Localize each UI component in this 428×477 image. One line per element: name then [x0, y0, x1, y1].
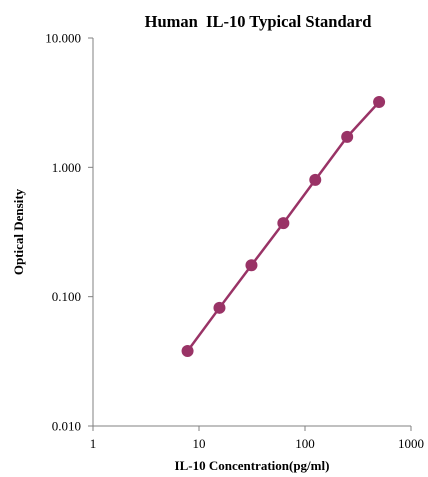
y-tick-label: 0.010 [52, 419, 81, 434]
data-point [213, 301, 226, 314]
y-ticks: 0.010 0.100 1.000 10.000 [45, 31, 93, 434]
series [181, 96, 386, 358]
data-point [309, 173, 322, 186]
x-tick-label: 1 [90, 436, 97, 451]
axes [92, 38, 411, 427]
x-axis-label: IL-10 Concentration(pg/ml) [175, 458, 330, 473]
y-tick-label: 0.100 [52, 289, 81, 304]
data-point [181, 345, 194, 358]
x-tick-label: 10 [193, 436, 206, 451]
y-tick-label: 10.000 [45, 31, 81, 46]
y-tick-label: 1.000 [52, 160, 81, 175]
data-point [341, 130, 354, 143]
y-axis-label: Optical Density [11, 188, 26, 275]
x-ticks: 1 10 100 1000 [90, 426, 424, 451]
x-tick-label: 100 [295, 436, 315, 451]
chart-title: Human IL-10 Typical Standard [145, 12, 372, 31]
data-point [373, 96, 386, 109]
x-tick-label: 1000 [398, 436, 424, 451]
data-point [245, 259, 258, 272]
data-point [277, 217, 290, 230]
